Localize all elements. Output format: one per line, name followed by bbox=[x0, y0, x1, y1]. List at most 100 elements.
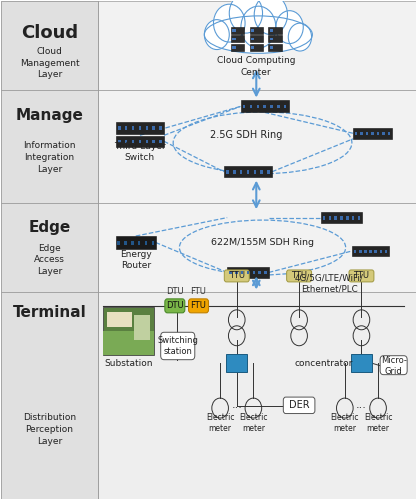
Bar bbox=[107, 312, 132, 328]
Bar bbox=[352, 216, 354, 220]
Bar bbox=[1, 292, 416, 500]
Bar bbox=[116, 136, 164, 147]
Bar bbox=[334, 216, 337, 220]
Text: Edge: Edge bbox=[28, 220, 70, 235]
Text: DTU: DTU bbox=[166, 288, 183, 296]
Bar bbox=[254, 170, 256, 173]
Text: 622M/155M SDH Ring: 622M/155M SDH Ring bbox=[211, 238, 314, 247]
Bar bbox=[146, 140, 148, 143]
FancyBboxPatch shape bbox=[286, 270, 311, 282]
FancyBboxPatch shape bbox=[161, 332, 195, 359]
Bar bbox=[351, 354, 372, 372]
Text: Distribution
Perception
Layer: Distribution Perception Layer bbox=[23, 413, 76, 446]
Bar bbox=[382, 132, 385, 136]
Ellipse shape bbox=[204, 16, 312, 54]
Bar bbox=[134, 315, 150, 340]
Text: FTU: FTU bbox=[191, 302, 206, 310]
Bar bbox=[358, 216, 360, 220]
Bar bbox=[224, 166, 272, 177]
Bar bbox=[364, 250, 367, 253]
Bar bbox=[233, 170, 236, 173]
Bar bbox=[269, 26, 281, 34]
Bar bbox=[1, 0, 98, 90]
Text: Electric
meter: Electric meter bbox=[239, 414, 268, 432]
Bar bbox=[355, 132, 357, 136]
Bar bbox=[250, 44, 263, 51]
Bar bbox=[264, 271, 267, 274]
Bar bbox=[264, 105, 266, 108]
Bar bbox=[226, 170, 229, 173]
Bar bbox=[1, 292, 98, 500]
Bar bbox=[132, 126, 134, 130]
FancyBboxPatch shape bbox=[188, 299, 208, 313]
Bar bbox=[124, 241, 127, 244]
Circle shape bbox=[204, 20, 229, 50]
Bar bbox=[377, 132, 379, 136]
Text: Micro-
Grid: Micro- Grid bbox=[381, 356, 407, 376]
Text: concentrator: concentrator bbox=[295, 358, 353, 368]
Text: 4G/5G/LTE/WiFi/
Ethernet/PLC: 4G/5G/LTE/WiFi/ Ethernet/PLC bbox=[294, 274, 364, 294]
Bar bbox=[159, 140, 162, 143]
Text: Cloud
Management
Layer: Cloud Management Layer bbox=[20, 46, 79, 80]
Bar bbox=[379, 250, 382, 253]
Bar bbox=[374, 250, 377, 253]
Bar bbox=[235, 271, 238, 274]
Bar bbox=[241, 100, 289, 112]
Circle shape bbox=[214, 4, 245, 42]
Bar bbox=[116, 236, 156, 249]
Circle shape bbox=[288, 23, 311, 51]
Bar bbox=[270, 38, 273, 40]
Bar bbox=[231, 26, 244, 34]
Bar bbox=[366, 132, 369, 136]
Bar bbox=[269, 44, 281, 51]
Bar bbox=[372, 132, 374, 136]
Text: Substation: Substation bbox=[104, 359, 153, 368]
FancyBboxPatch shape bbox=[165, 299, 185, 313]
Bar bbox=[232, 30, 236, 32]
Bar bbox=[139, 140, 141, 143]
Bar bbox=[138, 241, 141, 244]
Bar bbox=[321, 212, 362, 223]
Text: Third-Layer
Switch: Third-Layer Switch bbox=[114, 142, 166, 163]
Bar bbox=[261, 170, 263, 173]
Bar bbox=[270, 46, 273, 49]
Bar bbox=[277, 105, 279, 108]
Bar bbox=[251, 30, 254, 32]
Bar bbox=[250, 26, 263, 34]
Text: Electric
meter: Electric meter bbox=[206, 414, 234, 432]
Text: DTU: DTU bbox=[166, 302, 183, 310]
Bar bbox=[125, 140, 128, 143]
Bar bbox=[118, 126, 121, 130]
Bar bbox=[116, 122, 164, 134]
Bar bbox=[231, 44, 244, 51]
Bar bbox=[360, 132, 363, 136]
FancyBboxPatch shape bbox=[380, 356, 407, 374]
Bar bbox=[240, 170, 242, 173]
Text: Energy
Router: Energy Router bbox=[120, 250, 152, 270]
Text: TTU: TTU bbox=[229, 272, 245, 280]
Bar bbox=[250, 105, 252, 108]
Bar bbox=[145, 241, 147, 244]
Bar bbox=[131, 241, 133, 244]
Bar bbox=[152, 140, 155, 143]
Bar bbox=[346, 216, 349, 220]
Text: Switching
station: Switching station bbox=[157, 336, 198, 356]
Bar bbox=[353, 128, 392, 139]
Bar bbox=[139, 126, 141, 130]
Bar bbox=[251, 38, 254, 40]
Bar bbox=[103, 331, 154, 354]
Bar bbox=[229, 271, 232, 274]
Bar bbox=[385, 250, 387, 253]
Bar bbox=[1, 90, 98, 202]
Bar bbox=[152, 241, 154, 244]
Bar bbox=[247, 271, 249, 274]
Bar bbox=[226, 354, 247, 372]
Bar bbox=[354, 250, 357, 253]
Bar bbox=[1, 0, 416, 90]
Bar bbox=[159, 126, 162, 130]
Bar bbox=[253, 271, 255, 274]
FancyBboxPatch shape bbox=[283, 397, 315, 413]
Text: 2.5G SDH Ring: 2.5G SDH Ring bbox=[210, 130, 282, 140]
Bar bbox=[125, 126, 128, 130]
Text: Terminal: Terminal bbox=[13, 305, 86, 320]
